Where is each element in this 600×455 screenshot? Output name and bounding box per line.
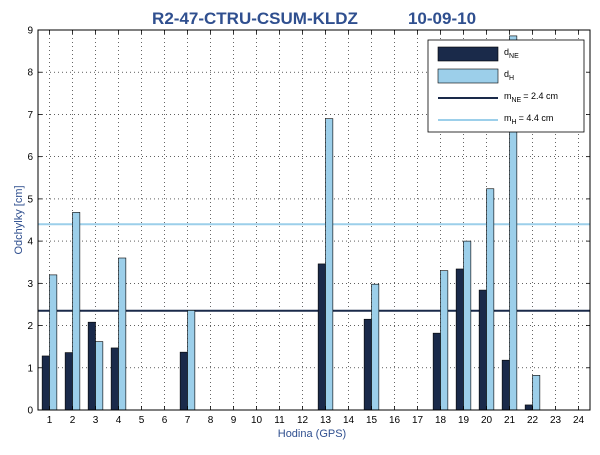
legend-suffix: = 4.4 cm (519, 113, 554, 123)
x-tick-label: 7 (185, 415, 191, 426)
bar-d-h-7 (187, 310, 196, 411)
x-tick-label: 16 (389, 415, 401, 426)
x-tick-label: 12 (297, 415, 309, 426)
y-tick-label: 8 (27, 68, 33, 79)
y-tick-label: 4 (27, 237, 33, 248)
bar-d-h-18 (440, 270, 449, 411)
x-tick-label: 11 (274, 415, 285, 426)
bar-d-h-19 (463, 240, 472, 411)
bar-d-h-20 (486, 188, 495, 411)
y-tick-label: 9 (27, 26, 33, 37)
y-tick-label: 3 (27, 279, 33, 290)
x-tick-label: 9 (231, 415, 237, 426)
legend-subscript: NE (509, 53, 519, 60)
x-tick-label: 5 (139, 415, 145, 426)
bar-d-ne-19 (455, 268, 464, 411)
bar-d-ne-7 (179, 351, 188, 411)
legend-label-d-ne: dNE (504, 47, 519, 60)
legend-base: m (504, 113, 512, 123)
x-tick-label: 8 (208, 415, 214, 426)
y-tick-label: 5 (27, 194, 33, 205)
x-tick-label: 21 (504, 415, 516, 426)
x-tick-label: 18 (435, 415, 447, 426)
x-tick-label: 4 (116, 415, 122, 426)
y-tick-label: 0 (27, 406, 33, 417)
legend-base: d (504, 47, 509, 57)
bar-d-ne-2 (64, 352, 73, 411)
legend-base: d (504, 69, 509, 79)
x-tick-label: 22 (527, 415, 539, 426)
legend-subscript: H (509, 75, 514, 82)
x-tick-label: 1 (47, 415, 53, 426)
bars-layer (41, 35, 541, 411)
x-tick-label: 17 (412, 415, 424, 426)
legend-suffix: = 2.4 cm (523, 91, 558, 101)
bar-d-ne-20 (478, 289, 487, 411)
x-tick-label: 24 (573, 415, 585, 426)
bar-d-h-13 (325, 118, 334, 411)
bar-d-ne-18 (432, 332, 441, 411)
x-tick-label: 10 (251, 415, 263, 426)
bar-d-ne-3 (87, 321, 96, 411)
bar-d-h-22 (532, 375, 541, 411)
bar-d-h-4 (118, 257, 127, 411)
y-tick-label: 6 (27, 152, 33, 163)
legend-swatch-h (437, 68, 499, 84)
bar-d-h-3 (95, 341, 104, 411)
bar-d-ne-21 (501, 359, 510, 411)
x-tick-label: 2 (70, 415, 76, 426)
chart-title: R2-47-CTRU-CSUM-KLDZ (152, 9, 358, 28)
x-tick-label: 13 (320, 415, 332, 426)
legend-subscript: NE (512, 97, 522, 104)
y-axis-title: Odchylky [cm] (13, 185, 25, 254)
chart-date: 10-09-10 (408, 9, 476, 28)
bar-d-h-2 (72, 212, 81, 411)
x-tick-label: 14 (343, 415, 355, 426)
bar-d-ne-4 (110, 347, 119, 411)
bar-d-h-1 (49, 274, 58, 411)
legend-label-d-h: dH (504, 69, 514, 82)
x-tick-label: 23 (550, 415, 562, 426)
x-axis-title: Hodina (GPS) (278, 428, 346, 440)
legend-label-m-ne: mNE = 2.4 cm (504, 91, 558, 104)
x-tick-label: 6 (162, 415, 168, 426)
y-tick-label: 2 (27, 321, 33, 332)
bar-d-ne-1 (41, 355, 50, 411)
y-tick-label: 7 (27, 110, 33, 121)
bar-d-ne-15 (363, 318, 372, 411)
legend-label-m-h: mH = 4.4 cm (504, 113, 553, 126)
x-tick-label: 19 (458, 415, 470, 426)
bar-d-ne-13 (317, 263, 326, 411)
legend-swatch-ne (437, 46, 499, 62)
plot-frame (37, 29, 591, 411)
bar-d-ne-22 (524, 404, 533, 411)
x-tick-label: 15 (366, 415, 378, 426)
x-tick-label: 20 (481, 415, 493, 426)
bar-d-h-15 (371, 283, 380, 411)
legend-base: m (504, 91, 512, 101)
y-tick-label: 1 (27, 363, 33, 374)
x-tick-label: 3 (93, 415, 99, 426)
legend-subscript: H (512, 119, 517, 126)
reference-lines (38, 223, 590, 312)
